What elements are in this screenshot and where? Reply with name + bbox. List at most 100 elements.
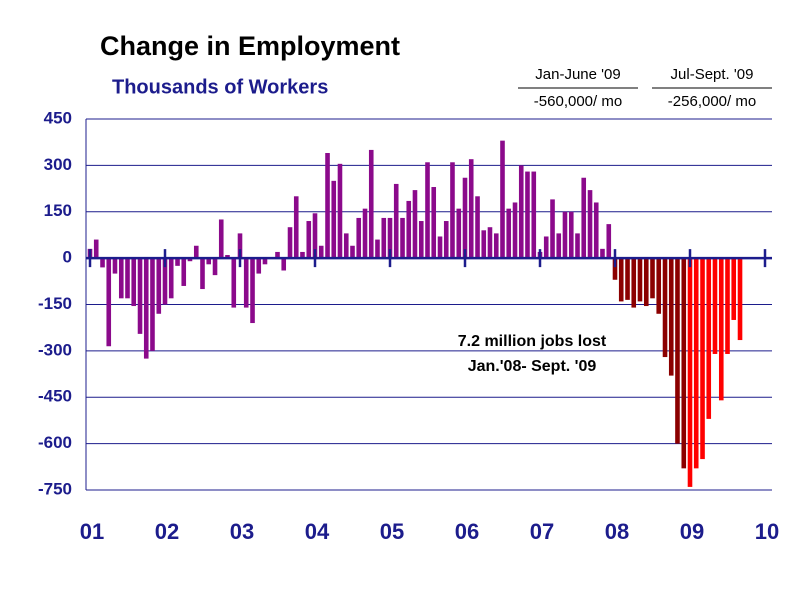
bar (481, 230, 487, 259)
y-tick-label: -450 (38, 387, 72, 406)
annotation: Jan.'08- Sept. '09 (468, 358, 597, 375)
bar (300, 251, 305, 259)
bar (150, 258, 155, 351)
bar (368, 149, 374, 259)
bar (200, 258, 205, 290)
bar (512, 202, 518, 259)
bar (400, 217, 405, 259)
bar (600, 248, 605, 259)
bar (231, 258, 237, 308)
annotation: -560,000/ mo (534, 93, 622, 110)
x-tick-label: 03 (230, 519, 254, 544)
x-tick-label: 06 (455, 519, 479, 544)
x-tick-label: 09 (680, 519, 704, 544)
bar (500, 140, 505, 259)
x-tick-label: 10 (755, 519, 779, 544)
bar (93, 239, 99, 259)
bar (187, 258, 193, 262)
bar (193, 245, 199, 259)
bar (212, 258, 218, 276)
bar (262, 258, 268, 265)
bar (381, 217, 387, 259)
y-tick-label: -600 (38, 433, 72, 452)
bar (737, 258, 743, 341)
bar (418, 221, 424, 259)
bar (293, 196, 299, 259)
x-tick-label: 01 (80, 519, 104, 544)
bar (631, 258, 637, 308)
bar (693, 258, 699, 469)
x-tick-label: 02 (155, 519, 179, 544)
bar (731, 258, 737, 320)
bar (462, 177, 468, 259)
bar (612, 258, 618, 280)
bar (606, 224, 612, 259)
bar (706, 258, 712, 419)
bar (175, 258, 180, 266)
x-tick-label: 07 (530, 519, 554, 544)
bar (725, 258, 730, 354)
bar (531, 171, 537, 259)
bar (331, 180, 337, 259)
annotation: -256,000/ mo (668, 93, 756, 110)
annotation: Jan-June '09 (535, 66, 620, 83)
annotation: Jul-Sept. '09 (671, 66, 754, 83)
bar (668, 258, 674, 376)
bar (543, 236, 549, 259)
bar (550, 199, 555, 259)
bar (181, 258, 187, 286)
bar (387, 217, 393, 259)
bar (437, 236, 443, 259)
bar (343, 233, 349, 259)
bar (118, 258, 124, 299)
bar (556, 233, 562, 259)
x-tick-label: 08 (605, 519, 629, 544)
bar (112, 258, 118, 274)
bar (525, 171, 530, 259)
bar (587, 190, 593, 259)
x-tick-label: 04 (305, 519, 330, 544)
y-tick-label: 300 (44, 155, 72, 174)
bar (106, 258, 112, 347)
bar (168, 258, 174, 299)
bar (468, 159, 474, 259)
annotation: 7.2 million jobs lost (458, 333, 607, 350)
bar (425, 162, 430, 259)
bar (143, 258, 149, 359)
bar (625, 258, 630, 300)
y-tick-label: -300 (38, 340, 72, 359)
y-tick-label: 150 (44, 201, 72, 220)
bar (125, 258, 130, 299)
bar (518, 165, 524, 259)
bar (287, 227, 293, 259)
y-tick-label: -150 (38, 294, 72, 313)
bar (637, 258, 643, 302)
bar (256, 258, 262, 274)
bar (350, 245, 355, 259)
bar (687, 258, 693, 487)
bar (325, 153, 330, 259)
bar (275, 251, 280, 259)
bar (450, 162, 455, 259)
bar (675, 258, 680, 444)
bar (312, 213, 318, 259)
bar (618, 258, 624, 302)
bar (506, 208, 512, 259)
bar (281, 258, 287, 271)
bar (593, 202, 599, 259)
bar (318, 245, 324, 259)
bar (225, 255, 230, 259)
bar (475, 196, 480, 259)
chart-title: Change in Employment (100, 31, 400, 61)
bar (575, 233, 580, 259)
bar (700, 258, 705, 460)
bar (306, 221, 312, 259)
bar (406, 200, 412, 259)
bar (643, 258, 649, 307)
bar (412, 190, 418, 259)
bar (337, 163, 343, 259)
bar (362, 208, 368, 259)
bar (662, 258, 668, 358)
bar (137, 258, 143, 334)
